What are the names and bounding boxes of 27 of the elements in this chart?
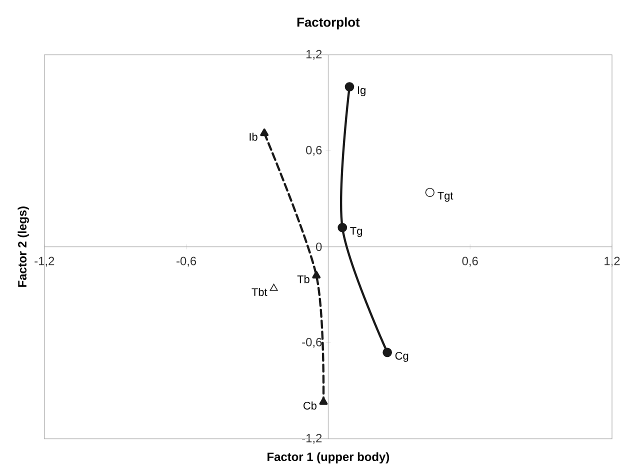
- y-tick-label: -0,6: [302, 338, 322, 348]
- y-axis-title: Factor 2 (legs): [18, 206, 29, 287]
- annotation: Ig: [358, 86, 366, 96]
- point: [270, 284, 278, 291]
- x-axis-title: Factor 1 (upper body): [268, 452, 390, 464]
- chart-title: Factorplot: [297, 17, 360, 30]
- point: [338, 222, 348, 232]
- x-tick-label: -0,6: [176, 256, 196, 267]
- y-tick-label: 0: [316, 242, 322, 252]
- annotation: Cg: [395, 352, 408, 362]
- point: [382, 348, 392, 358]
- point: [344, 82, 354, 92]
- y-tick-label: 1,2: [306, 50, 322, 60]
- x-tick-label: 0,6: [462, 256, 478, 267]
- annotation: Tbt: [252, 288, 268, 296]
- annotation: Tgt: [438, 192, 454, 202]
- annotation: Cb: [304, 402, 316, 410]
- point: [260, 128, 269, 136]
- point: [425, 188, 434, 197]
- x-tick-label: 1,2: [604, 256, 620, 267]
- annotation: Tg: [350, 227, 362, 237]
- annotation: Ib: [250, 132, 258, 141]
- annotation: Tb: [297, 275, 310, 284]
- x-tick-label: -1,2: [34, 256, 54, 267]
- point: [319, 397, 328, 405]
- y-tick-label: 0,6: [306, 146, 322, 156]
- point: [312, 270, 321, 278]
